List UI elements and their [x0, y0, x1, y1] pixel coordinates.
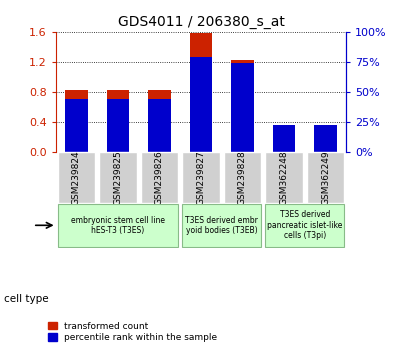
Bar — [182, 204, 261, 247]
Bar — [265, 204, 344, 247]
Bar — [182, 152, 220, 203]
Bar — [273, 125, 295, 152]
Bar — [231, 60, 254, 152]
Text: GSM239825: GSM239825 — [113, 150, 123, 205]
Bar — [65, 99, 88, 152]
Text: GSM239828: GSM239828 — [238, 150, 247, 205]
Bar — [231, 63, 254, 152]
Bar — [148, 99, 171, 152]
Bar — [107, 99, 129, 152]
Text: embryonic stem cell line
hES-T3 (T3ES): embryonic stem cell line hES-T3 (T3ES) — [71, 216, 165, 235]
Bar — [314, 126, 337, 152]
Text: GSM362248: GSM362248 — [279, 150, 289, 205]
Text: GSM239826: GSM239826 — [155, 150, 164, 205]
Bar — [58, 204, 178, 247]
Bar — [306, 152, 344, 203]
Legend: transformed count, percentile rank within the sample: transformed count, percentile rank withi… — [44, 318, 221, 346]
Bar — [99, 152, 137, 203]
Bar — [273, 127, 295, 152]
Bar — [189, 57, 213, 152]
Title: GDS4011 / 206380_s_at: GDS4011 / 206380_s_at — [117, 16, 285, 29]
Bar — [58, 152, 96, 203]
Bar — [65, 90, 88, 152]
Bar — [265, 152, 303, 203]
Text: GSM239827: GSM239827 — [197, 150, 205, 205]
Bar — [140, 152, 178, 203]
Bar — [314, 125, 337, 152]
Text: GSM239824: GSM239824 — [72, 150, 81, 205]
Bar — [224, 152, 261, 203]
Bar — [148, 90, 171, 152]
Text: T3ES derived
pancreatic islet-like
cells (T3pi): T3ES derived pancreatic islet-like cells… — [267, 210, 342, 240]
Text: GSM362249: GSM362249 — [321, 150, 330, 205]
Text: T3ES derived embr
yoid bodies (T3EB): T3ES derived embr yoid bodies (T3EB) — [185, 216, 258, 235]
Bar — [107, 90, 129, 152]
Bar — [189, 33, 213, 152]
Text: cell type: cell type — [4, 294, 49, 304]
